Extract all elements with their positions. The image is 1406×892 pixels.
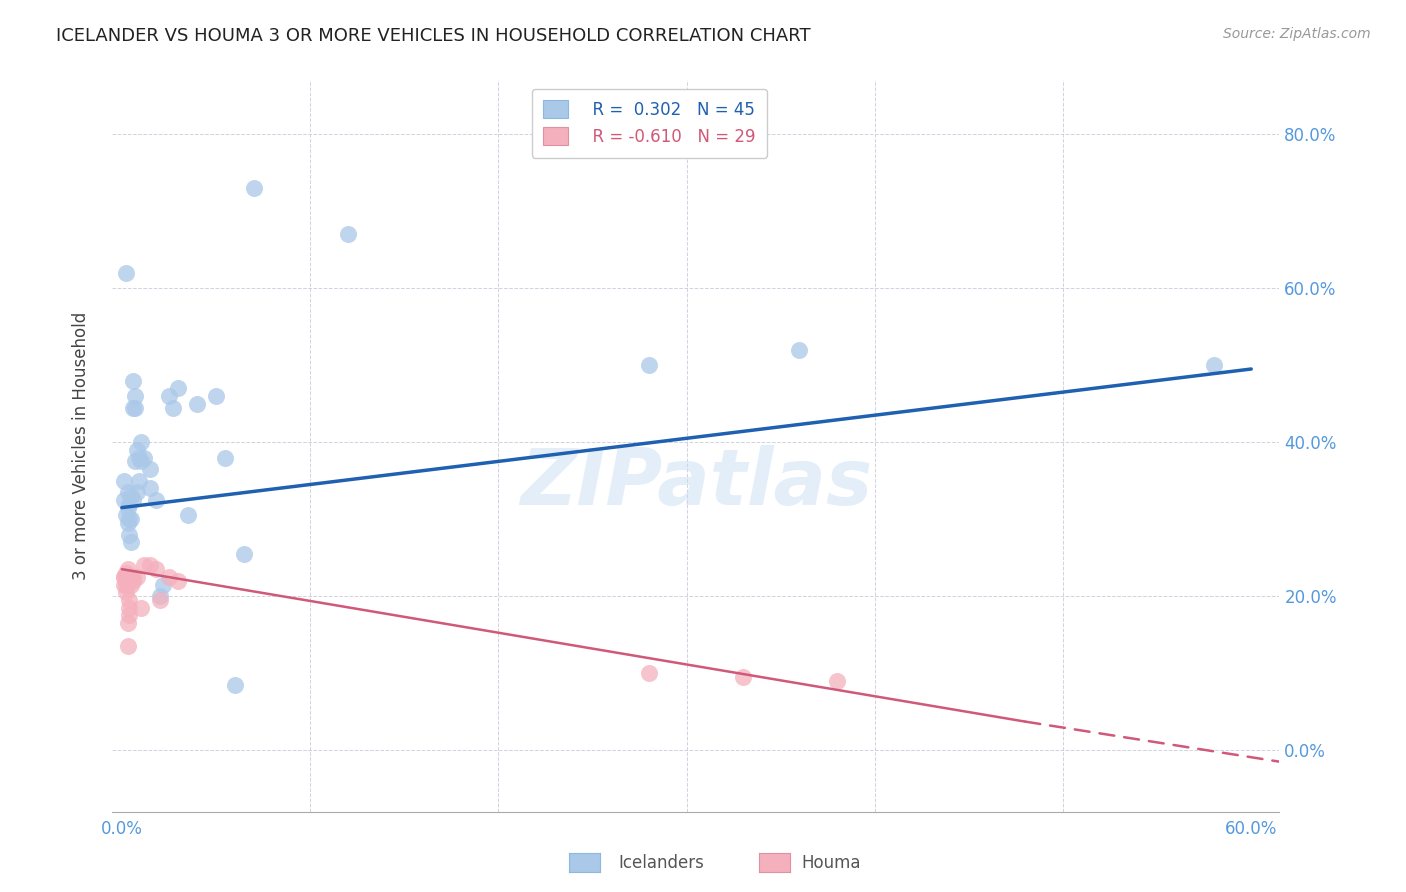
Point (214, 450, 236, 465)
Point (224, 678, 246, 692)
Point (125, 442, 148, 457)
Point (242, 181, 264, 195)
Point (122, 574, 145, 588)
Point (117, 639, 139, 653)
Point (117, 485, 139, 500)
Point (112, 577, 135, 591)
Point (122, 492, 145, 507)
Point (120, 489, 142, 503)
Point (148, 593, 170, 607)
Point (122, 401, 145, 415)
Text: Source: ZipAtlas.com: Source: ZipAtlas.com (1223, 27, 1371, 41)
Point (125, 485, 148, 500)
Point (186, 397, 208, 411)
Point (118, 608, 141, 623)
Point (120, 570, 142, 584)
Point (112, 474, 135, 488)
Point (129, 600, 152, 615)
Point (1202, 358, 1225, 372)
Point (118, 593, 141, 607)
Point (167, 381, 190, 395)
Point (114, 266, 136, 280)
Point (134, 450, 156, 465)
Point (124, 454, 146, 468)
Point (233, 547, 256, 561)
Point (134, 558, 156, 573)
Point (129, 435, 152, 450)
Point (167, 574, 190, 588)
Point (118, 527, 141, 541)
Point (118, 512, 141, 526)
Point (112, 492, 135, 507)
Point (124, 401, 146, 415)
Point (122, 570, 145, 584)
Point (117, 570, 139, 584)
Point (148, 589, 170, 603)
Point (124, 389, 146, 403)
Point (128, 450, 150, 465)
Y-axis label: 3 or more Vehicles in Household: 3 or more Vehicles in Household (72, 312, 90, 580)
Point (139, 558, 162, 573)
Point (139, 462, 162, 476)
Text: ICELANDER VS HOUMA 3 OR MORE VEHICLES IN HOUSEHOLD CORRELATION CHART: ICELANDER VS HOUMA 3 OR MORE VEHICLES IN… (56, 27, 811, 45)
Point (117, 616, 139, 631)
Point (118, 600, 141, 615)
Text: ZIPatlas: ZIPatlas (520, 444, 872, 521)
Point (129, 454, 152, 468)
Point (118, 497, 141, 511)
Point (139, 481, 162, 495)
Point (117, 500, 139, 515)
Point (125, 570, 148, 584)
Legend:   R =  0.302   N = 45,   R = -0.610   N = 29: R = 0.302 N = 45, R = -0.610 N = 29 (531, 88, 766, 158)
Point (120, 535, 142, 549)
Point (114, 566, 136, 580)
Point (112, 570, 135, 584)
Point (145, 562, 167, 576)
Point (112, 570, 135, 584)
Point (157, 389, 180, 403)
Text: Icelanders: Icelanders (619, 855, 704, 872)
Point (117, 516, 139, 530)
Point (157, 570, 180, 584)
Point (120, 512, 142, 526)
Text: Houma: Houma (801, 855, 860, 872)
Point (789, 343, 811, 357)
Point (114, 577, 136, 591)
Point (731, 670, 754, 684)
Point (177, 508, 200, 523)
Point (114, 585, 136, 599)
Point (117, 562, 139, 576)
Point (128, 474, 150, 488)
Point (122, 374, 145, 388)
Point (638, 358, 661, 372)
Point (336, 227, 359, 242)
Point (114, 570, 136, 584)
Point (638, 666, 661, 681)
Point (120, 577, 142, 591)
Point (114, 508, 136, 523)
Point (145, 492, 167, 507)
Point (205, 389, 228, 403)
Point (825, 673, 848, 688)
Point (162, 401, 184, 415)
Point (152, 577, 174, 591)
